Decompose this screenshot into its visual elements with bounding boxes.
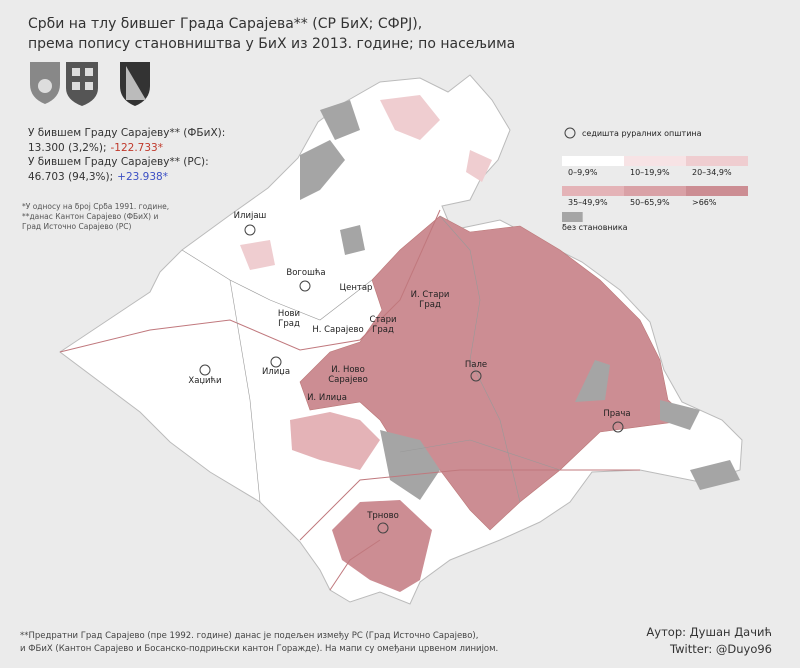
place-label: Сарајево	[328, 375, 368, 385]
place-label: И. Илиџа	[307, 393, 347, 403]
region-high	[299, 215, 691, 531]
legend-swatch	[686, 156, 748, 166]
place-label: Прача	[603, 409, 630, 419]
place-label: И. Ново	[331, 365, 365, 375]
stat-value: 46.703 (94,3%);	[28, 170, 114, 183]
legend-label: 20–34,9%	[692, 168, 732, 177]
region-trnovo	[332, 500, 432, 592]
place-label: Град	[372, 325, 394, 335]
place-label: Центар	[340, 283, 373, 293]
footer-note: и ФБиХ (Кантон Сарајево и Босанско-подри…	[20, 644, 499, 654]
title-line: Срби на тлу бившег Града Сарајева** (СР …	[28, 16, 423, 32]
emblems	[30, 62, 150, 106]
place-label: Илијаш	[234, 211, 267, 221]
stat-value: 13.300 (3,2%);	[28, 141, 107, 154]
place-label: Н. Сарајево	[312, 325, 363, 335]
empty-areas	[300, 100, 740, 500]
municipal-lines	[181, 215, 561, 503]
place-label: Илиџа	[262, 367, 290, 377]
author: Аутор: Душан Дачић	[646, 625, 772, 639]
place-label: Град	[419, 300, 441, 310]
place-label: Трново	[366, 511, 399, 521]
legend-label: 50–65,9%	[630, 198, 670, 207]
legend-swatch	[562, 186, 624, 196]
stat-row: 13.300 (3,2%); -122.733*	[28, 141, 225, 156]
legend-label: >66%	[692, 198, 717, 207]
note: *У односу на број Срба 1991. године,	[22, 202, 170, 211]
place-label: Нови	[278, 309, 300, 319]
region-low	[240, 95, 492, 270]
place-label: Стари	[369, 315, 396, 325]
seats	[199, 224, 624, 534]
place-label: Град	[278, 319, 300, 329]
legend-label: без становника	[562, 223, 628, 232]
legend-swatch	[562, 156, 624, 166]
credits: Аутор: Душан Дачић Twitter: @Duyo96	[646, 624, 772, 658]
note: Град Источно Сарајево (РС)	[22, 222, 132, 231]
legend-label: 10–19,9%	[630, 168, 670, 177]
stats: У бившем Граду Сарајеву** (ФБиХ): 13.300 …	[28, 126, 225, 184]
place-label: И. Стари	[411, 290, 450, 300]
borders	[59, 209, 640, 591]
notes: *У односу на број Срба 1991. године, **д…	[22, 202, 169, 232]
legend-swatch	[624, 156, 686, 166]
note: **данас Кантон Сарајево (ФБиХ) и	[22, 212, 159, 221]
title-line: према попису становништва у БиХ из 2013.…	[28, 36, 516, 52]
legend: седишта руралних општина 0–9,9% 10–19,9% 2…	[562, 127, 748, 232]
stat-change: -122.733*	[110, 141, 163, 154]
stat-label: У бившем Граду Сарајеву** (РС):	[28, 156, 209, 168]
title: Срби на тлу бившег Града Сарајева** (СР …	[28, 14, 515, 54]
legend-swatch	[686, 186, 748, 196]
twitter: Twitter: @Duyo96	[670, 642, 772, 656]
stat-row: 46.703 (94,3%); +23.938*	[28, 170, 225, 185]
stat-label: У бившем Граду Сарајеву** (ФБиХ):	[28, 127, 226, 139]
place-label: Вогошћа	[286, 268, 325, 278]
legend-label: 35–49,9%	[568, 198, 608, 207]
footer-note: **Предратни Град Сарајево (пре 1992. год…	[20, 631, 479, 641]
region-mid	[290, 412, 380, 470]
legend-label: седишта руралних општина	[582, 129, 702, 138]
stat-change: +23.938*	[117, 170, 168, 183]
footer-notes: **Предратни Град Сарајево (пре 1992. год…	[20, 630, 498, 656]
place-label: Хаџићи	[188, 376, 221, 386]
place-label: Пале	[465, 360, 487, 370]
legend-swatch	[562, 212, 583, 222]
place-labels: Илијаш Вогошћа Центар Нови Град Н. Сарај…	[188, 211, 630, 521]
legend-label: 0–9,9%	[568, 168, 598, 177]
legend-swatch	[624, 186, 686, 196]
